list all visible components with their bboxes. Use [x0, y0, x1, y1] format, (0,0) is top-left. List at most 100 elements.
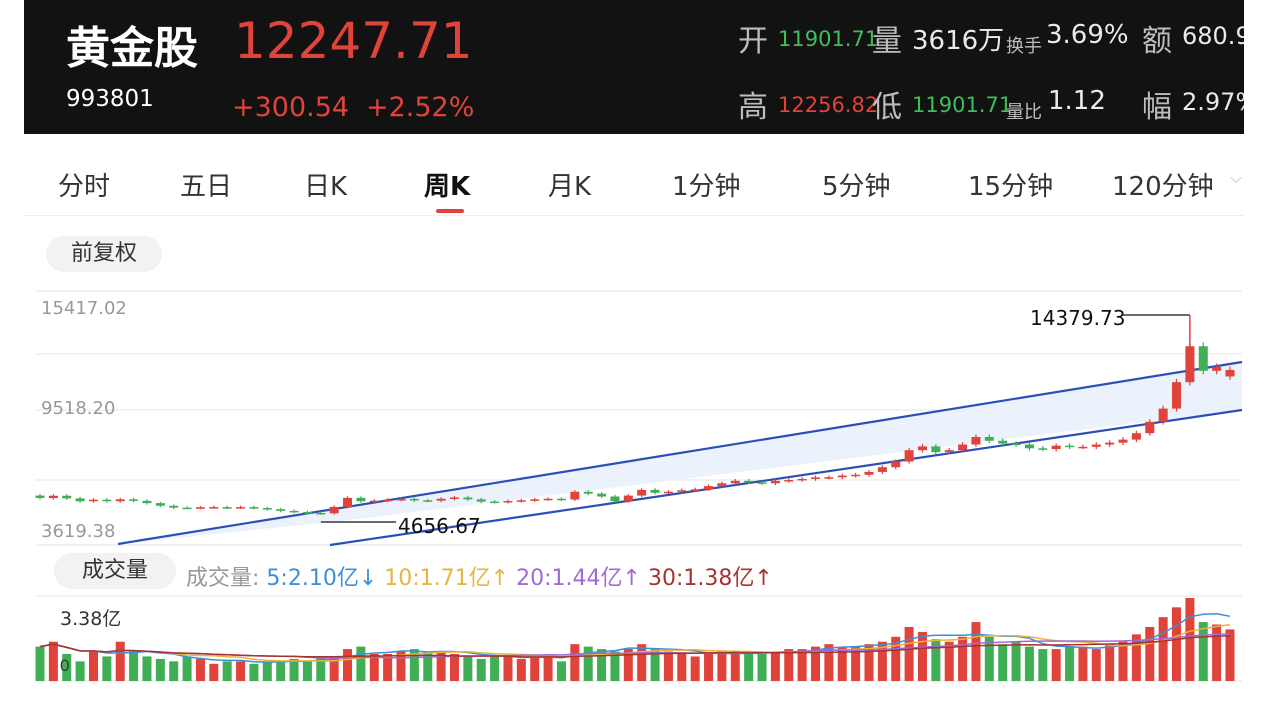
candle: [289, 510, 299, 513]
volume-bar: [690, 656, 700, 681]
volume-ratio-value: 1.12: [1048, 86, 1106, 116]
volume-bar: [1131, 634, 1141, 681]
volume-bar: [891, 636, 901, 681]
candle: [222, 507, 232, 509]
candle: [463, 497, 473, 500]
volume-bar: [570, 644, 580, 681]
trend-channel-upper: [117, 360, 1243, 546]
ma10-value: 10:1.71亿: [384, 566, 491, 591]
ma30-line: [39, 634, 1231, 658]
volume-bar: [142, 656, 152, 681]
tab-weekly-k[interactable]: 周K: [424, 172, 471, 202]
volume-bar: [757, 653, 767, 681]
candle: [356, 497, 366, 502]
stock-code: 993801: [66, 86, 154, 112]
volume-bar: [1172, 607, 1182, 681]
tab-monthly-k[interactable]: 月K: [548, 172, 592, 202]
volume-bar: [302, 661, 312, 681]
candle: [623, 495, 633, 502]
candle: [1091, 444, 1101, 447]
volume-bar: [1091, 649, 1101, 681]
volume-bar: [904, 626, 914, 681]
candle: [155, 503, 165, 506]
adjust-mode-button[interactable]: 前复权: [46, 236, 162, 272]
candle: [436, 498, 446, 501]
volume-bar: [998, 644, 1008, 681]
volume-bar: [811, 646, 821, 681]
volume-bar: [369, 653, 379, 681]
volume-bar: [503, 656, 513, 681]
volume-bar: [770, 651, 780, 681]
candle: [262, 508, 272, 510]
volume-bar: [209, 663, 219, 681]
volume-bar: [1105, 644, 1115, 681]
candle: [1118, 439, 1128, 443]
volume-bar: [984, 636, 994, 681]
candle: [490, 501, 500, 504]
volume-bar: [75, 661, 85, 681]
tab-daily-k[interactable]: 日K: [304, 172, 348, 202]
candle: [195, 507, 205, 509]
candle: [730, 480, 740, 484]
candle: [302, 512, 312, 514]
price-axis-top: 15417.02: [41, 298, 127, 319]
stock-name: 黄金股: [66, 23, 198, 74]
volume-bar: [276, 661, 286, 681]
arrow-down-icon: ↓: [358, 566, 378, 591]
volume-bar: [236, 661, 246, 681]
volume-bar: [837, 646, 847, 681]
candle: [998, 440, 1008, 444]
candle: [396, 498, 406, 501]
tab-120min[interactable]: 120分钟: [1112, 172, 1214, 202]
volume-bar: [677, 653, 687, 681]
candle: [690, 489, 700, 491]
volume-bar: [610, 651, 620, 681]
volume-bar: [423, 651, 433, 681]
candle: [476, 499, 486, 502]
volume-bar: [824, 644, 834, 681]
volume-bar: [1078, 646, 1088, 681]
candle: [1185, 346, 1195, 383]
volume-bar: [1065, 646, 1075, 681]
candle: [824, 477, 834, 479]
tab-1min[interactable]: 1分钟: [672, 172, 741, 202]
candle: [383, 499, 393, 502]
volume-label: 量: [872, 24, 902, 59]
candle: [984, 436, 994, 441]
volume-indicator-button[interactable]: 成交量: [54, 553, 176, 589]
volume-bar: [1212, 624, 1222, 681]
candle: [1024, 444, 1034, 449]
volume-bar: [543, 656, 553, 681]
chevron-down-icon[interactable]: ⌵: [1230, 170, 1243, 187]
volume-bar: [583, 646, 593, 681]
candle: [1225, 369, 1235, 377]
tab-15min[interactable]: 15分钟: [968, 172, 1054, 202]
max-price-annotation: 14379.73: [1030, 306, 1126, 330]
volume-bar: [182, 656, 192, 681]
volume-bar: [744, 653, 754, 681]
volume-bar: [343, 649, 353, 681]
tab-5min[interactable]: 5分钟: [822, 172, 891, 202]
tab-intraday[interactable]: 分时: [58, 172, 111, 202]
volume-bar: [530, 656, 540, 681]
candle: [409, 498, 419, 501]
volume-bar: [1051, 649, 1061, 681]
candle: [717, 483, 727, 487]
volume-bar: [958, 636, 968, 681]
candle: [88, 499, 98, 502]
volume-bar: [663, 651, 673, 681]
volume-bar: [249, 663, 259, 681]
volume-bar: [704, 653, 714, 681]
min-price-annotation: 4656.67: [398, 514, 481, 538]
volume-bar: [289, 658, 299, 681]
tab-divider: [24, 215, 1244, 216]
candle: [316, 512, 326, 515]
candle: [503, 501, 513, 503]
volume-bar: [436, 651, 446, 681]
volume-axis-top: 3.38亿: [60, 608, 122, 630]
volume-bar: [169, 661, 179, 681]
low-label: 低: [872, 90, 902, 125]
candle: [917, 446, 927, 451]
tab-five-day[interactable]: 五日: [180, 172, 233, 202]
